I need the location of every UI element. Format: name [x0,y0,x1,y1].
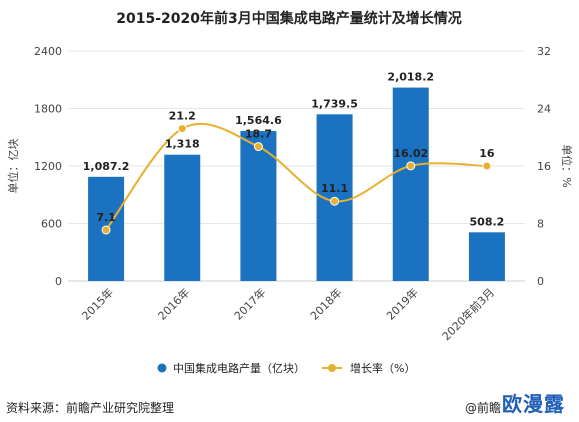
credit: @前瞻 [465,401,502,415]
growth-value-label: 7.1 [96,211,116,224]
bar-value-label: 1,564.6 [235,114,282,127]
x-tick-label: 2017年 [231,285,268,322]
growth-point [101,225,111,235]
bar-value-label: 1,739.5 [311,97,358,110]
gridlines [68,50,525,282]
y-tick-label: 0 [55,275,62,288]
chart-title: 2015-2020年前3月中国集成电路产量统计及增长情况 [116,10,461,27]
y-tick-label: 1800 [34,103,62,116]
growth-value-label: 16 [479,147,495,160]
bar [164,154,201,281]
x-tick-label: 2016年 [155,285,192,322]
growth-point [406,161,416,171]
y2-tick-label: 24 [537,103,551,116]
y2-tick-label: 16 [537,160,551,173]
growth-value-label: 21.2 [169,110,196,123]
bar [240,131,277,281]
data-labels: 1,087.2 1,318 1,564.6 1,739.5 2,018.2 508.2 7.… [83,71,505,229]
x-tick-label: 2018年 [307,285,344,322]
legend: 中国集成电路产量（亿块） 增长率（%） [157,361,415,375]
bar-value-label: 2,018.2 [387,71,434,84]
bar-value-label: 1,318 [165,138,200,151]
growth-value-label: 18.7 [245,128,272,141]
legend-bar-marker [157,363,167,373]
y-tick-label: 1200 [34,160,62,173]
y2-axis-title: 单位：% [560,144,574,187]
watermark-logo: 欧漫露 [502,392,565,416]
legend-bar-label: 中国集成电路产量（亿块） [173,361,305,375]
bar-value-label: 1,087.2 [83,160,130,173]
growth-point [330,196,340,206]
growth-point [253,142,263,152]
legend-line-dot [328,364,336,372]
bar-value-label: 508.2 [470,215,505,228]
growth-point [482,161,492,171]
y2-tick-label: 0 [537,275,544,288]
bar-series [88,87,505,282]
growth-line [105,122,487,231]
y2-tick-label: 32 [537,45,551,58]
y-tick-label: 2400 [34,45,62,58]
y2-tick-label: 8 [537,218,544,231]
x-tick-label: 2019年 [383,285,420,322]
growth-point [177,124,187,134]
x-tick-label: 2020年前3月 [439,285,497,343]
line-series [101,122,492,235]
bar [392,87,429,281]
legend-line-label: 增长率（%） [350,361,415,375]
growth-value-label: 11.1 [321,182,348,195]
bar [468,232,505,281]
growth-value-label: 16.02 [393,147,428,160]
y-axis-title: 单位：亿块 [6,139,20,194]
source-note: 资料来源：前瞻产业研究院整理 [6,401,175,415]
x-tick-label: 2015年 [79,285,116,322]
y-tick-label: 600 [41,218,62,231]
